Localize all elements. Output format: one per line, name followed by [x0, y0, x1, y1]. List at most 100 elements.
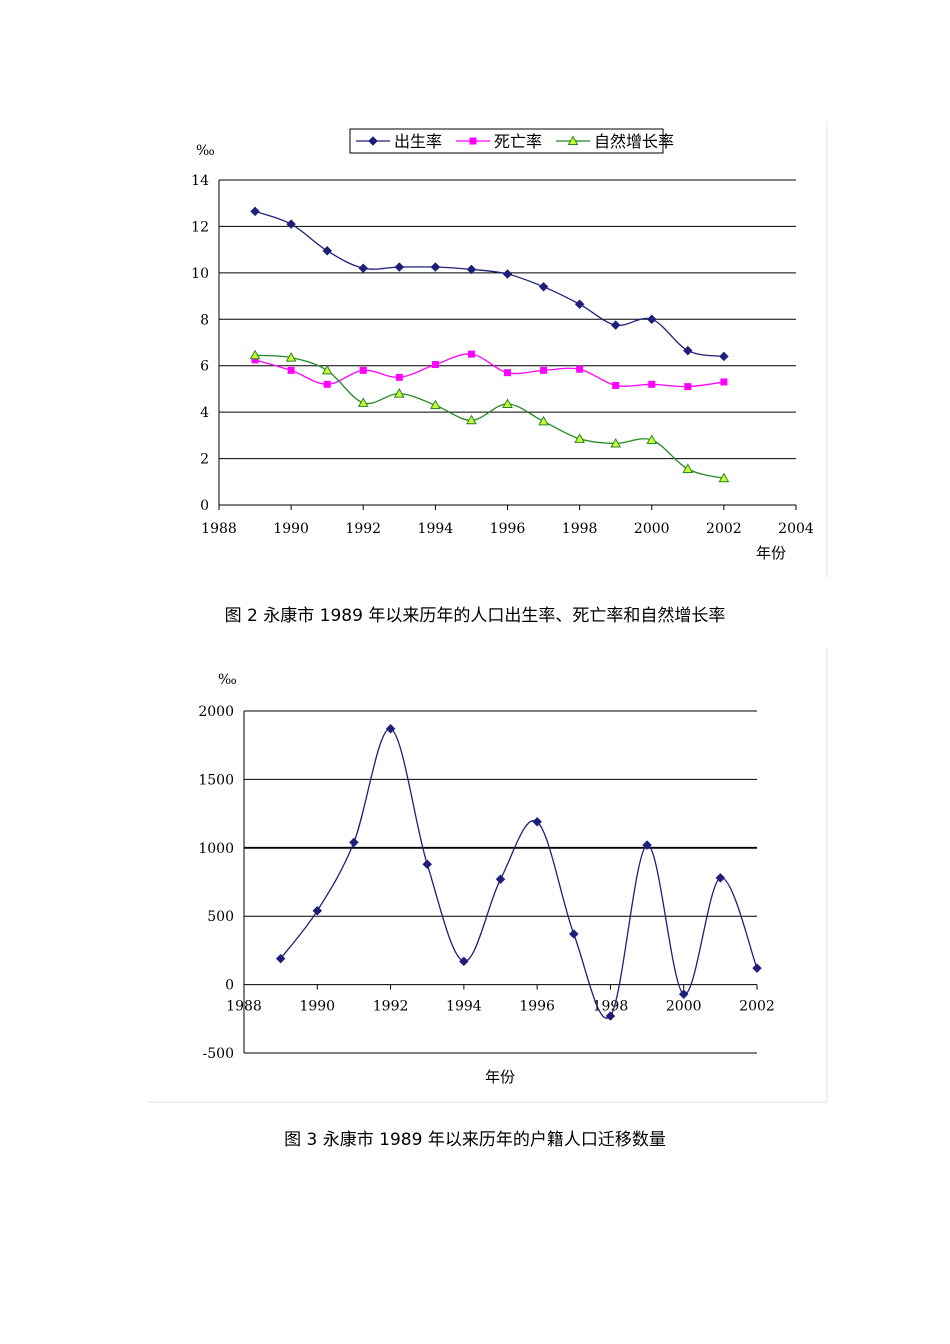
data-point	[502, 269, 513, 279]
y-tick-label: 1500	[198, 772, 234, 788]
x-tick-label: 2000	[666, 999, 702, 1015]
legend-box	[349, 128, 664, 154]
data-point	[610, 437, 622, 448]
data-point	[495, 874, 506, 885]
data-point	[431, 361, 439, 369]
data-point	[540, 366, 548, 374]
data-point	[251, 356, 259, 364]
data-point	[568, 929, 579, 939]
y-tick-label: 0	[200, 498, 209, 514]
x-tick-label: 1990	[299, 999, 335, 1015]
data-point	[612, 381, 620, 389]
data-point	[250, 206, 260, 217]
data-point	[576, 365, 584, 373]
data-point	[466, 264, 477, 275]
data-point	[466, 414, 477, 425]
data-point	[321, 364, 333, 375]
data-point	[678, 989, 689, 1000]
y-tick-label: -500	[203, 1046, 234, 1062]
data-point	[430, 262, 441, 272]
legend-marker	[469, 137, 477, 145]
series-line	[254, 210, 724, 358]
legend-item: 自然增长率	[556, 132, 674, 151]
unit-label: ‰	[196, 143, 215, 159]
data-point	[642, 840, 652, 850]
x-tick-label: 1994	[446, 999, 482, 1015]
x-tick-label: 1998	[562, 521, 598, 537]
x-tick-label: 1988	[201, 521, 237, 537]
data-point	[395, 373, 403, 381]
y-tick-label: 0	[225, 978, 234, 994]
figure-3-caption: 图 3 永康市 1989 年以来历年的户籍人口迁移数量	[284, 1130, 666, 1150]
data-point	[323, 380, 331, 388]
legend: 出生率 死亡率 自然增长率	[349, 128, 674, 154]
data-point	[610, 320, 621, 330]
chart-population-migration: -500 0 500 1000 1500 2000 1988 1990 1992 1994 1996…	[148, 648, 828, 1103]
x-tick-label: 2002	[739, 999, 775, 1015]
x-tick-label: 1990	[273, 521, 309, 537]
data-point	[504, 369, 511, 377]
legend-item: 死亡率	[456, 132, 542, 151]
data-point	[682, 345, 693, 356]
data-point	[275, 953, 286, 964]
legend-item: 出生率	[356, 132, 442, 151]
legend-label: 出生率	[394, 132, 442, 151]
x-axis-title: 年份	[485, 1068, 515, 1086]
x-tick-label: 2000	[634, 521, 670, 537]
legend-marker	[368, 136, 378, 146]
x-tick-label: 2002	[706, 521, 742, 537]
data-point	[684, 383, 692, 391]
data-point	[752, 963, 762, 974]
legend-label: 自然增长率	[594, 132, 674, 151]
data-point	[646, 314, 657, 325]
data-point	[358, 263, 369, 274]
data-point	[249, 349, 261, 360]
data-point	[357, 397, 369, 407]
data-point	[646, 434, 658, 444]
x-tick-label: 1996	[519, 999, 555, 1015]
data-point	[285, 352, 297, 362]
x-tick-label: 1998	[593, 999, 629, 1015]
y-tick-label: 500	[207, 909, 234, 925]
data-point	[385, 723, 396, 734]
data-point	[715, 873, 726, 883]
data-point	[349, 837, 359, 848]
data-point	[286, 219, 296, 229]
legend-marker	[567, 135, 579, 145]
series-line	[280, 728, 758, 1019]
data-point	[648, 380, 656, 388]
data-point	[532, 816, 542, 827]
data-point	[359, 366, 367, 374]
data-point	[393, 388, 405, 398]
data-point	[538, 281, 549, 292]
data-point	[312, 905, 323, 916]
data-point	[430, 399, 441, 410]
x-tick-label: 1996	[490, 521, 526, 537]
data-point	[718, 472, 730, 483]
data-point	[502, 398, 513, 409]
x-axis-title: 年份	[756, 544, 786, 562]
x-tick-label: 2004	[778, 521, 814, 537]
y-tick-label: 2	[200, 452, 209, 468]
x-tick-label: 1988	[226, 999, 262, 1015]
data-point	[720, 378, 728, 386]
data-point	[605, 1011, 616, 1021]
data-point	[682, 463, 694, 474]
data-point	[574, 299, 585, 310]
y-tick-label: 1000	[198, 841, 234, 857]
y-tick-label: 6	[200, 359, 209, 375]
data-point	[422, 859, 433, 870]
legend-label: 死亡率	[494, 132, 542, 151]
data-point	[394, 262, 405, 272]
unit-label: ‰	[218, 672, 237, 688]
y-tick-label: 10	[191, 266, 209, 282]
figure-2-caption: 图 2 永康市 1989 年以来历年的人口出生率、死亡率和自然增长率	[224, 606, 726, 626]
y-tick-label: 14	[191, 173, 209, 189]
data-point	[538, 415, 549, 426]
data-point	[287, 366, 295, 374]
y-tick-label: 12	[191, 219, 209, 235]
data-point	[467, 350, 475, 358]
x-tick-label: 1992	[373, 999, 409, 1015]
data-point	[322, 245, 333, 256]
